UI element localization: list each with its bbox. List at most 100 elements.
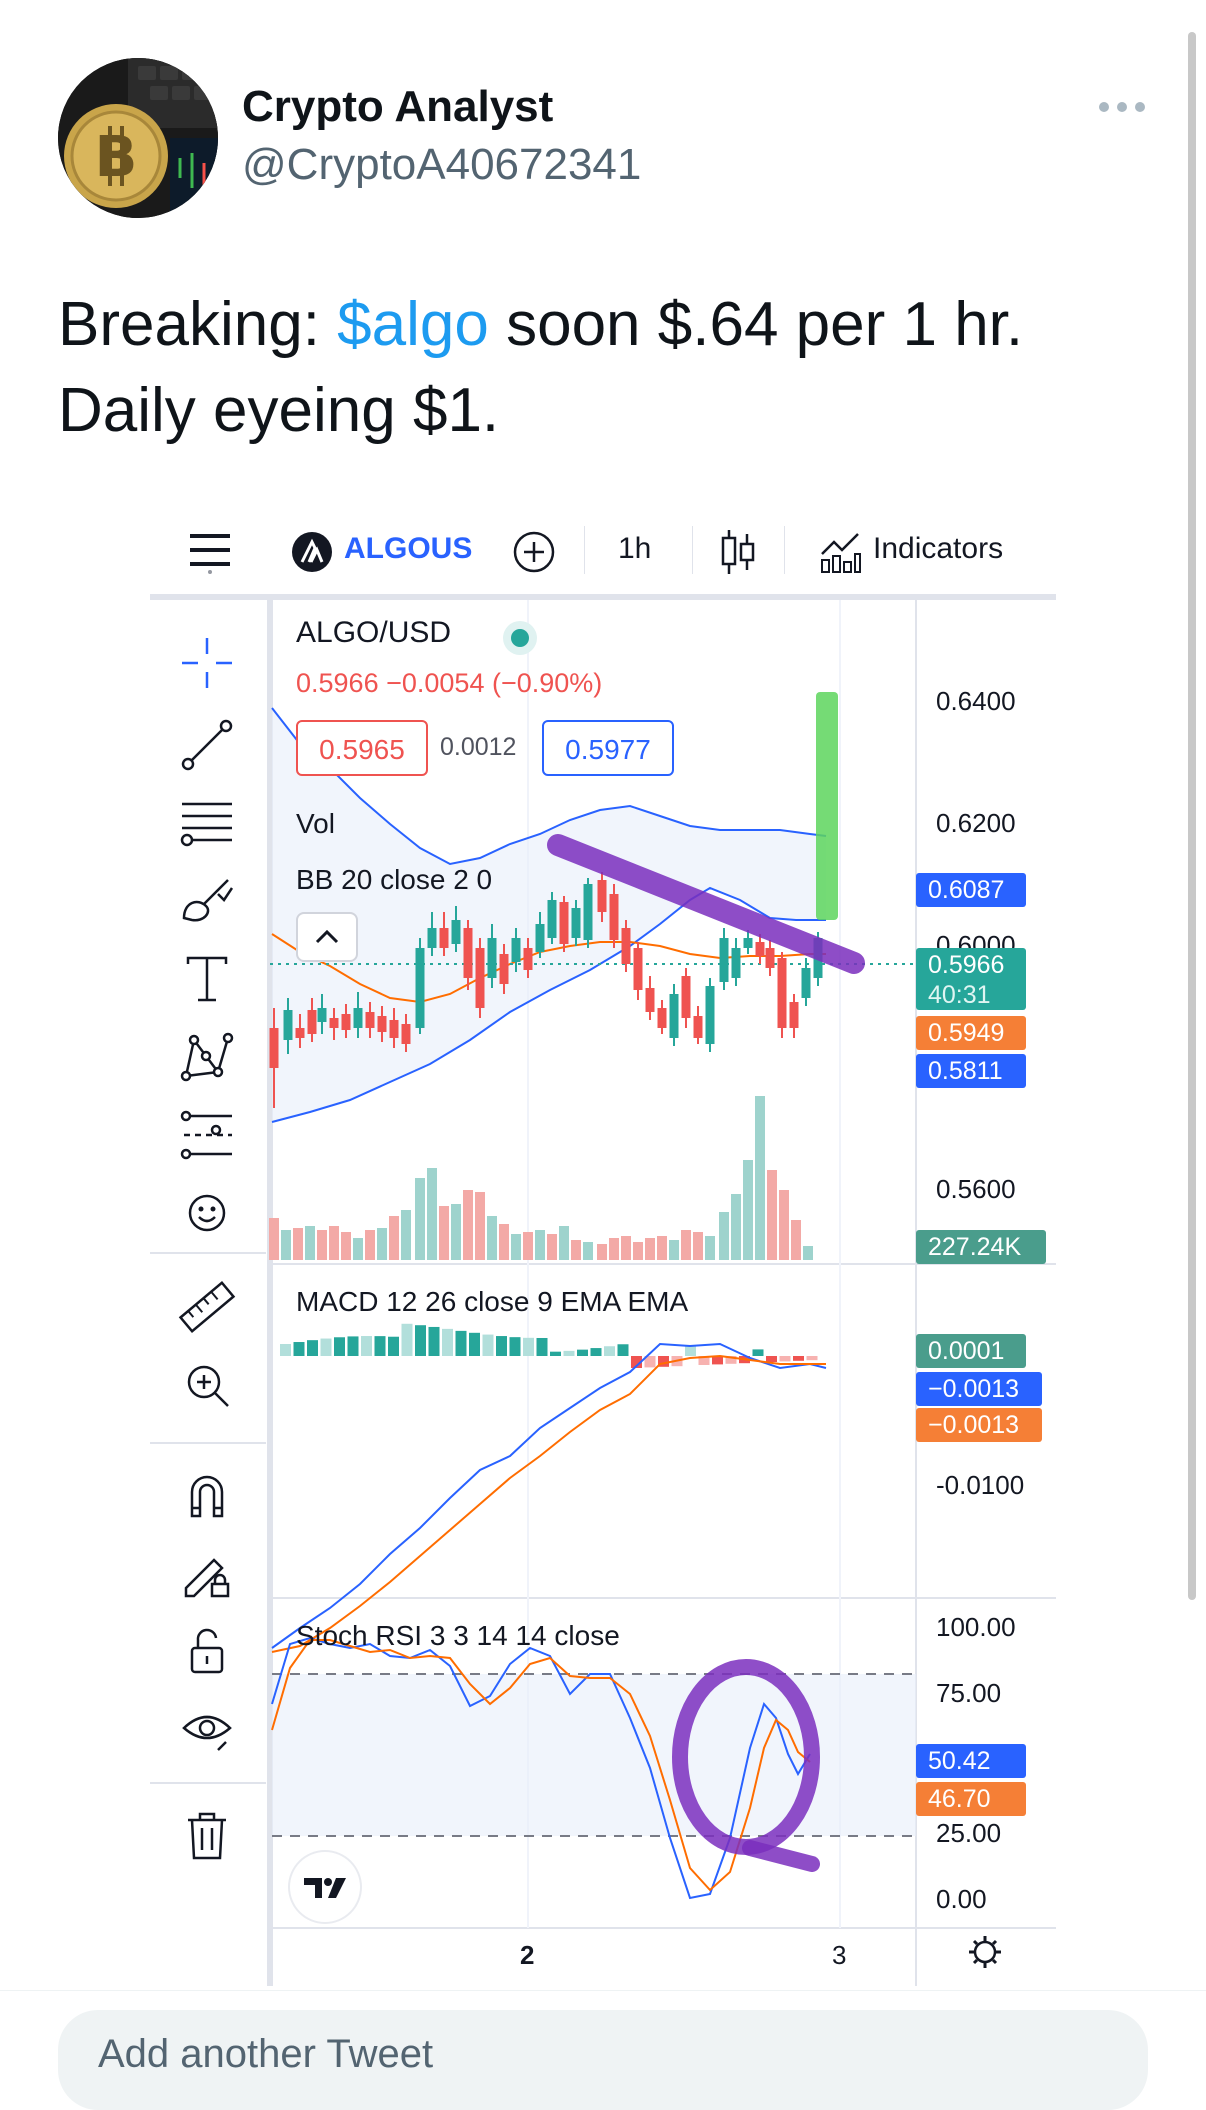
macd-signal-line bbox=[271, 1354, 826, 1653]
candle-body bbox=[777, 958, 787, 1028]
candle-body bbox=[743, 938, 753, 948]
lock-tool[interactable] bbox=[178, 1622, 236, 1680]
buy-price-button[interactable]: 0.5977 bbox=[542, 720, 674, 776]
candle-body bbox=[427, 928, 437, 948]
legend-change-pct: (−0.90%) bbox=[491, 668, 603, 698]
indicators-button[interactable]: Indicators bbox=[873, 532, 1004, 565]
macd-hist-bar bbox=[550, 1351, 561, 1356]
interval-button[interactable]: 1h bbox=[618, 532, 652, 565]
volume-bar bbox=[377, 1228, 387, 1260]
crosshair-tool[interactable] bbox=[178, 634, 236, 692]
volume-bar bbox=[791, 1220, 801, 1260]
tradingview-logo[interactable] bbox=[290, 1852, 360, 1922]
trendline-annotation bbox=[547, 834, 865, 974]
macd-hist-bar bbox=[712, 1356, 723, 1365]
reply-input[interactable]: Add another Tweet bbox=[58, 2010, 1148, 2110]
ruler-tool[interactable] bbox=[178, 1278, 236, 1336]
sell-price-button[interactable]: 0.5965 bbox=[296, 720, 428, 776]
emoji-tool[interactable] bbox=[178, 1184, 236, 1242]
collapse-legend-button[interactable] bbox=[296, 912, 358, 962]
candle-body bbox=[523, 948, 533, 970]
bb-upper-line bbox=[271, 707, 827, 866]
text-tool[interactable] bbox=[178, 950, 236, 1008]
volume-bar bbox=[731, 1194, 741, 1260]
zoom-in-icon bbox=[187, 1365, 229, 1407]
chart-canvas[interactable] bbox=[150, 508, 1056, 1986]
macd-hist-bar bbox=[469, 1332, 480, 1356]
candle-body bbox=[621, 928, 631, 964]
macd-hist-tag: 0.0001 bbox=[916, 1334, 1026, 1368]
indicators-icon[interactable] bbox=[818, 528, 862, 574]
candle-body bbox=[789, 1002, 799, 1028]
macd-histogram bbox=[280, 1323, 818, 1368]
symbol-button[interactable]: ALGOUS bbox=[344, 532, 473, 565]
volume-bar bbox=[499, 1224, 509, 1260]
bb-lower-line bbox=[271, 886, 826, 1123]
bollinger-band-lines bbox=[271, 707, 827, 1123]
scrollbar[interactable] bbox=[1188, 32, 1196, 1600]
candle-body bbox=[559, 902, 569, 944]
macd-hist-bar bbox=[455, 1330, 467, 1356]
cashtag-link[interactable]: $algo bbox=[337, 290, 489, 359]
candle-body bbox=[731, 948, 741, 978]
compare-symbol-icon[interactable] bbox=[512, 530, 556, 574]
drawing-toolbar bbox=[150, 600, 266, 1986]
candle-body bbox=[401, 1024, 411, 1044]
settings-gear-icon[interactable] bbox=[969, 1936, 1001, 1968]
chart-image[interactable]: ALGOUS 1h Indicators bbox=[150, 508, 1056, 1986]
candle-body bbox=[389, 1020, 399, 1038]
candle-style-icon[interactable] bbox=[718, 528, 758, 576]
divider bbox=[0, 1990, 1206, 1991]
visibility-tool[interactable] bbox=[178, 1700, 236, 1758]
candle-body bbox=[439, 928, 449, 948]
macd-hist-bar bbox=[320, 1338, 332, 1356]
macd-line-tag: −0.0013 bbox=[916, 1372, 1042, 1406]
candle-body bbox=[307, 1010, 317, 1034]
reply-placeholder: Add another Tweet bbox=[98, 2032, 434, 2076]
avatar[interactable]: B bbox=[58, 58, 218, 218]
trendline-tool[interactable] bbox=[178, 716, 236, 774]
macd-legend: MACD 12 26 close 9 EMA EMA bbox=[296, 1286, 688, 1318]
macd-hist-bar bbox=[604, 1346, 615, 1356]
lock-drawings-tool[interactable] bbox=[178, 1544, 236, 1602]
volume-bar bbox=[633, 1242, 643, 1260]
candle-body bbox=[669, 994, 679, 1038]
candle-body bbox=[705, 986, 715, 1044]
menu-icon[interactable] bbox=[188, 530, 232, 574]
candle-body bbox=[329, 1018, 339, 1028]
volume-bar bbox=[693, 1232, 703, 1260]
forecast-tool[interactable] bbox=[178, 1106, 236, 1164]
time-axis-label: 2 bbox=[520, 1940, 535, 1970]
svg-text:B: B bbox=[95, 125, 138, 190]
fib-retracement-icon bbox=[180, 802, 232, 847]
last-price-tag: 0.5966 40:31 bbox=[916, 948, 1026, 1010]
macd-name: MACD bbox=[296, 1286, 379, 1317]
author-name[interactable]: Crypto Analyst bbox=[242, 82, 554, 131]
candlesticks bbox=[269, 872, 823, 1108]
candle-body bbox=[463, 928, 473, 978]
zoom-tool[interactable] bbox=[178, 1356, 236, 1414]
author-handle[interactable]: @CryptoA40672341 bbox=[242, 140, 642, 189]
smiley-icon bbox=[188, 1194, 226, 1232]
fib-tool[interactable] bbox=[178, 794, 236, 852]
volume-tag: 227.24K bbox=[916, 1230, 1046, 1264]
delete-tool[interactable] bbox=[178, 1806, 236, 1864]
macd-hist-bar bbox=[415, 1325, 426, 1356]
brush-tool[interactable] bbox=[178, 872, 236, 930]
volume-bar bbox=[293, 1228, 303, 1260]
candle-body bbox=[499, 954, 509, 984]
candle-body bbox=[571, 908, 581, 938]
bitcoin-avatar-icon: B bbox=[58, 58, 218, 218]
trendline-icon bbox=[181, 719, 233, 771]
more-options-button[interactable] bbox=[1096, 92, 1148, 122]
macd-signal-tag: −0.0013 bbox=[916, 1408, 1042, 1442]
pattern-tool[interactable] bbox=[178, 1028, 236, 1086]
volume-bar bbox=[475, 1192, 485, 1260]
macd-line bbox=[271, 1342, 827, 1649]
macd-hist-bar bbox=[428, 1326, 440, 1356]
volume-bar bbox=[681, 1230, 691, 1260]
target-bar-annotation bbox=[816, 692, 838, 920]
macd-hist-bar bbox=[442, 1328, 453, 1356]
stoch-name: Stoch RSI bbox=[296, 1620, 423, 1651]
magnet-tool[interactable] bbox=[178, 1466, 236, 1524]
